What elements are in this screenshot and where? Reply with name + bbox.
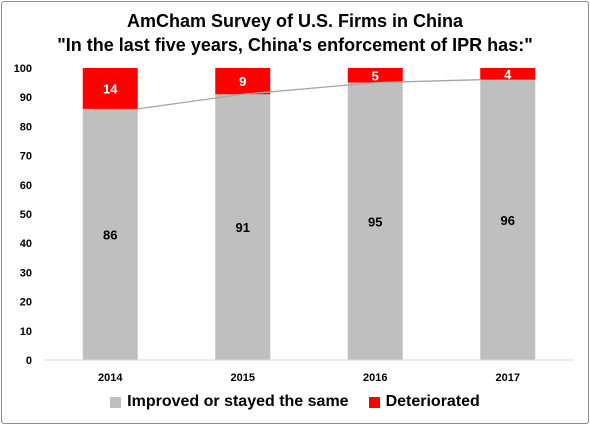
trend-line (137, 79, 481, 110)
data-label-deteriorated: 4 (504, 67, 512, 82)
x-tick-label: 2016 (363, 372, 387, 384)
y-tick-label: 60 (20, 180, 32, 192)
bar-improved (347, 82, 403, 360)
y-tick-label: 70 (20, 151, 32, 163)
y-tick-label: 100 (14, 63, 32, 75)
bar-improved (480, 79, 536, 361)
y-tick-label: 50 (20, 209, 32, 221)
y-tick-label: 80 (20, 121, 32, 133)
chart-subtitle: "In the last five years, China's enforce… (57, 35, 533, 55)
legend: Improved or stayed the same Deteriorated (0, 393, 590, 411)
data-label-improved: 86 (103, 227, 117, 242)
y-tick-label: 10 (20, 326, 32, 338)
bar-deteriorated (82, 68, 138, 109)
x-tick-label: 2017 (496, 372, 520, 384)
legend-label-improved: Improved or stayed the same (127, 393, 349, 410)
data-label-deteriorated: 9 (239, 74, 246, 89)
legend-label-deteriorated: Deteriorated (385, 393, 480, 410)
x-tick-label: 2015 (231, 372, 255, 384)
bar-deteriorated (215, 68, 271, 95)
chart-title: AmCham Survey of U.S. Firms in China (126, 11, 464, 31)
data-label-deteriorated: 14 (103, 81, 118, 96)
legend-item-deteriorated: Deteriorated (368, 393, 480, 411)
bar-improved (215, 94, 271, 360)
data-label-deteriorated: 5 (372, 68, 379, 83)
bar-improved (82, 108, 138, 360)
legend-swatch-deteriorated (368, 396, 380, 408)
x-tick-label: 2014 (98, 372, 123, 384)
legend-item-improved: Improved or stayed the same (110, 393, 349, 411)
bar-deteriorated (480, 68, 536, 80)
data-label-improved: 96 (501, 213, 515, 228)
y-tick-label: 40 (20, 238, 32, 250)
y-tick-label: 20 (20, 297, 32, 309)
data-label-improved: 91 (236, 220, 250, 235)
y-tick-label: 0 (26, 355, 32, 367)
data-label-improved: 95 (368, 214, 382, 229)
y-tick-label: 30 (20, 267, 32, 279)
legend-swatch-improved (110, 396, 122, 408)
bar-deteriorated (347, 68, 403, 83)
y-tick-label: 90 (20, 92, 32, 104)
